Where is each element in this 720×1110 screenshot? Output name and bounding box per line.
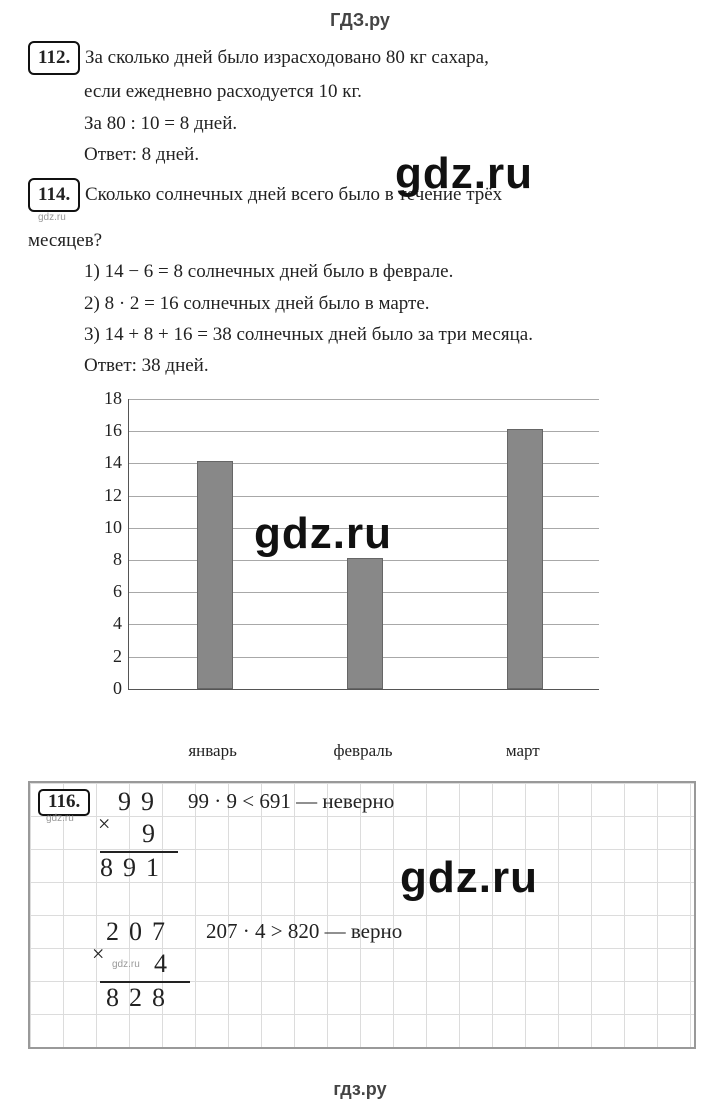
problem-114-number: 114. — [28, 178, 80, 212]
mult-sign-1: × — [98, 811, 110, 837]
problem-112-number: 112. — [28, 41, 80, 75]
mult2-result: 828 — [106, 983, 175, 1013]
problem-116: 116. gdz.ru × 99 9 891 99 · 9 < 691 — не… — [28, 781, 696, 1049]
chart-ytick-label: 2 — [84, 646, 122, 667]
mult2-top: 207 — [106, 917, 175, 947]
problem-114-text-a: Сколько солнечных дней всего было в тече… — [85, 184, 502, 205]
chart-xtick-label: февраль — [318, 741, 408, 761]
problem-114-step2: 2) 8 · 2 = 16 солнечных дней было в март… — [84, 289, 692, 318]
chart-ytick-label: 4 — [84, 613, 122, 634]
problem-112-answer: Ответ: 8 дней. — [84, 140, 692, 169]
mult2-bot: 4 — [154, 949, 177, 979]
chart-ytick-label: 12 — [84, 485, 122, 506]
chart-xtick-label: январь — [168, 741, 258, 761]
problem-114-q1: 114. Сколько солнечных дней всего было в… — [28, 178, 692, 212]
mult1-result: 891 — [100, 853, 169, 883]
site-footer: гдз.ру — [0, 1069, 720, 1110]
problem-114-text-b: месяцев? — [28, 226, 692, 255]
chart-ytick-label: 0 — [84, 678, 122, 699]
tiny-watermark-1: gdz.ru — [38, 210, 692, 226]
problem-112-work: За 80 : 10 = 8 дней. — [84, 109, 692, 138]
chart-bar — [197, 461, 233, 689]
problem-114: 114. Сколько солнечных дней всего было в… — [28, 178, 692, 381]
chart-bar — [347, 558, 383, 689]
problem-112-text-b: если ежедневно расходуется 10 кг. — [28, 77, 692, 106]
chart-ytick-label: 14 — [84, 452, 122, 473]
chart-gridline — [129, 399, 599, 400]
problem-114-answer: Ответ: 38 дней. — [84, 351, 692, 380]
tiny-watermark-2: gdz.ru — [46, 813, 74, 824]
problem-114-step1: 1) 14 − 6 = 8 солнечных дней было в февр… — [84, 257, 692, 286]
stmt2: 207 · 4 > 820 — верно — [206, 919, 402, 944]
chart-ytick-label: 10 — [84, 517, 122, 538]
mult-sign-2: × — [92, 941, 104, 967]
tiny-watermark-3: gdz.ru — [112, 959, 140, 970]
chart-plot-area — [128, 399, 599, 690]
problem-114-step3: 3) 14 + 8 + 16 = 38 солнечных дней было … — [84, 320, 692, 349]
chart-ytick-label: 18 — [84, 388, 122, 409]
problem-112-q1: 112. За сколько дней было израсходовано … — [28, 41, 692, 75]
stmt1: 99 · 9 < 691 — неверно — [188, 789, 394, 814]
problem-116-number: 116. — [38, 789, 90, 816]
mult1-top: 99 — [118, 787, 164, 817]
chart-ytick-label: 6 — [84, 581, 122, 602]
watermark-3: gdz.ru — [400, 853, 538, 903]
problem-112-text-a: За сколько дней было израсходовано 80 кг… — [85, 47, 489, 68]
chart-ytick-label: 8 — [84, 549, 122, 570]
mult1-bot: 9 — [142, 819, 165, 849]
chart-xtick-label: март — [478, 741, 568, 761]
sunny-days-chart: gdz.ru 024681012141618январьфевральмарт — [84, 391, 624, 731]
site-header: ГДЗ.ру — [0, 0, 720, 41]
problem-112: 112. За сколько дней было израсходовано … — [28, 41, 692, 170]
chart-bar — [507, 429, 543, 689]
chart-ytick-label: 16 — [84, 420, 122, 441]
